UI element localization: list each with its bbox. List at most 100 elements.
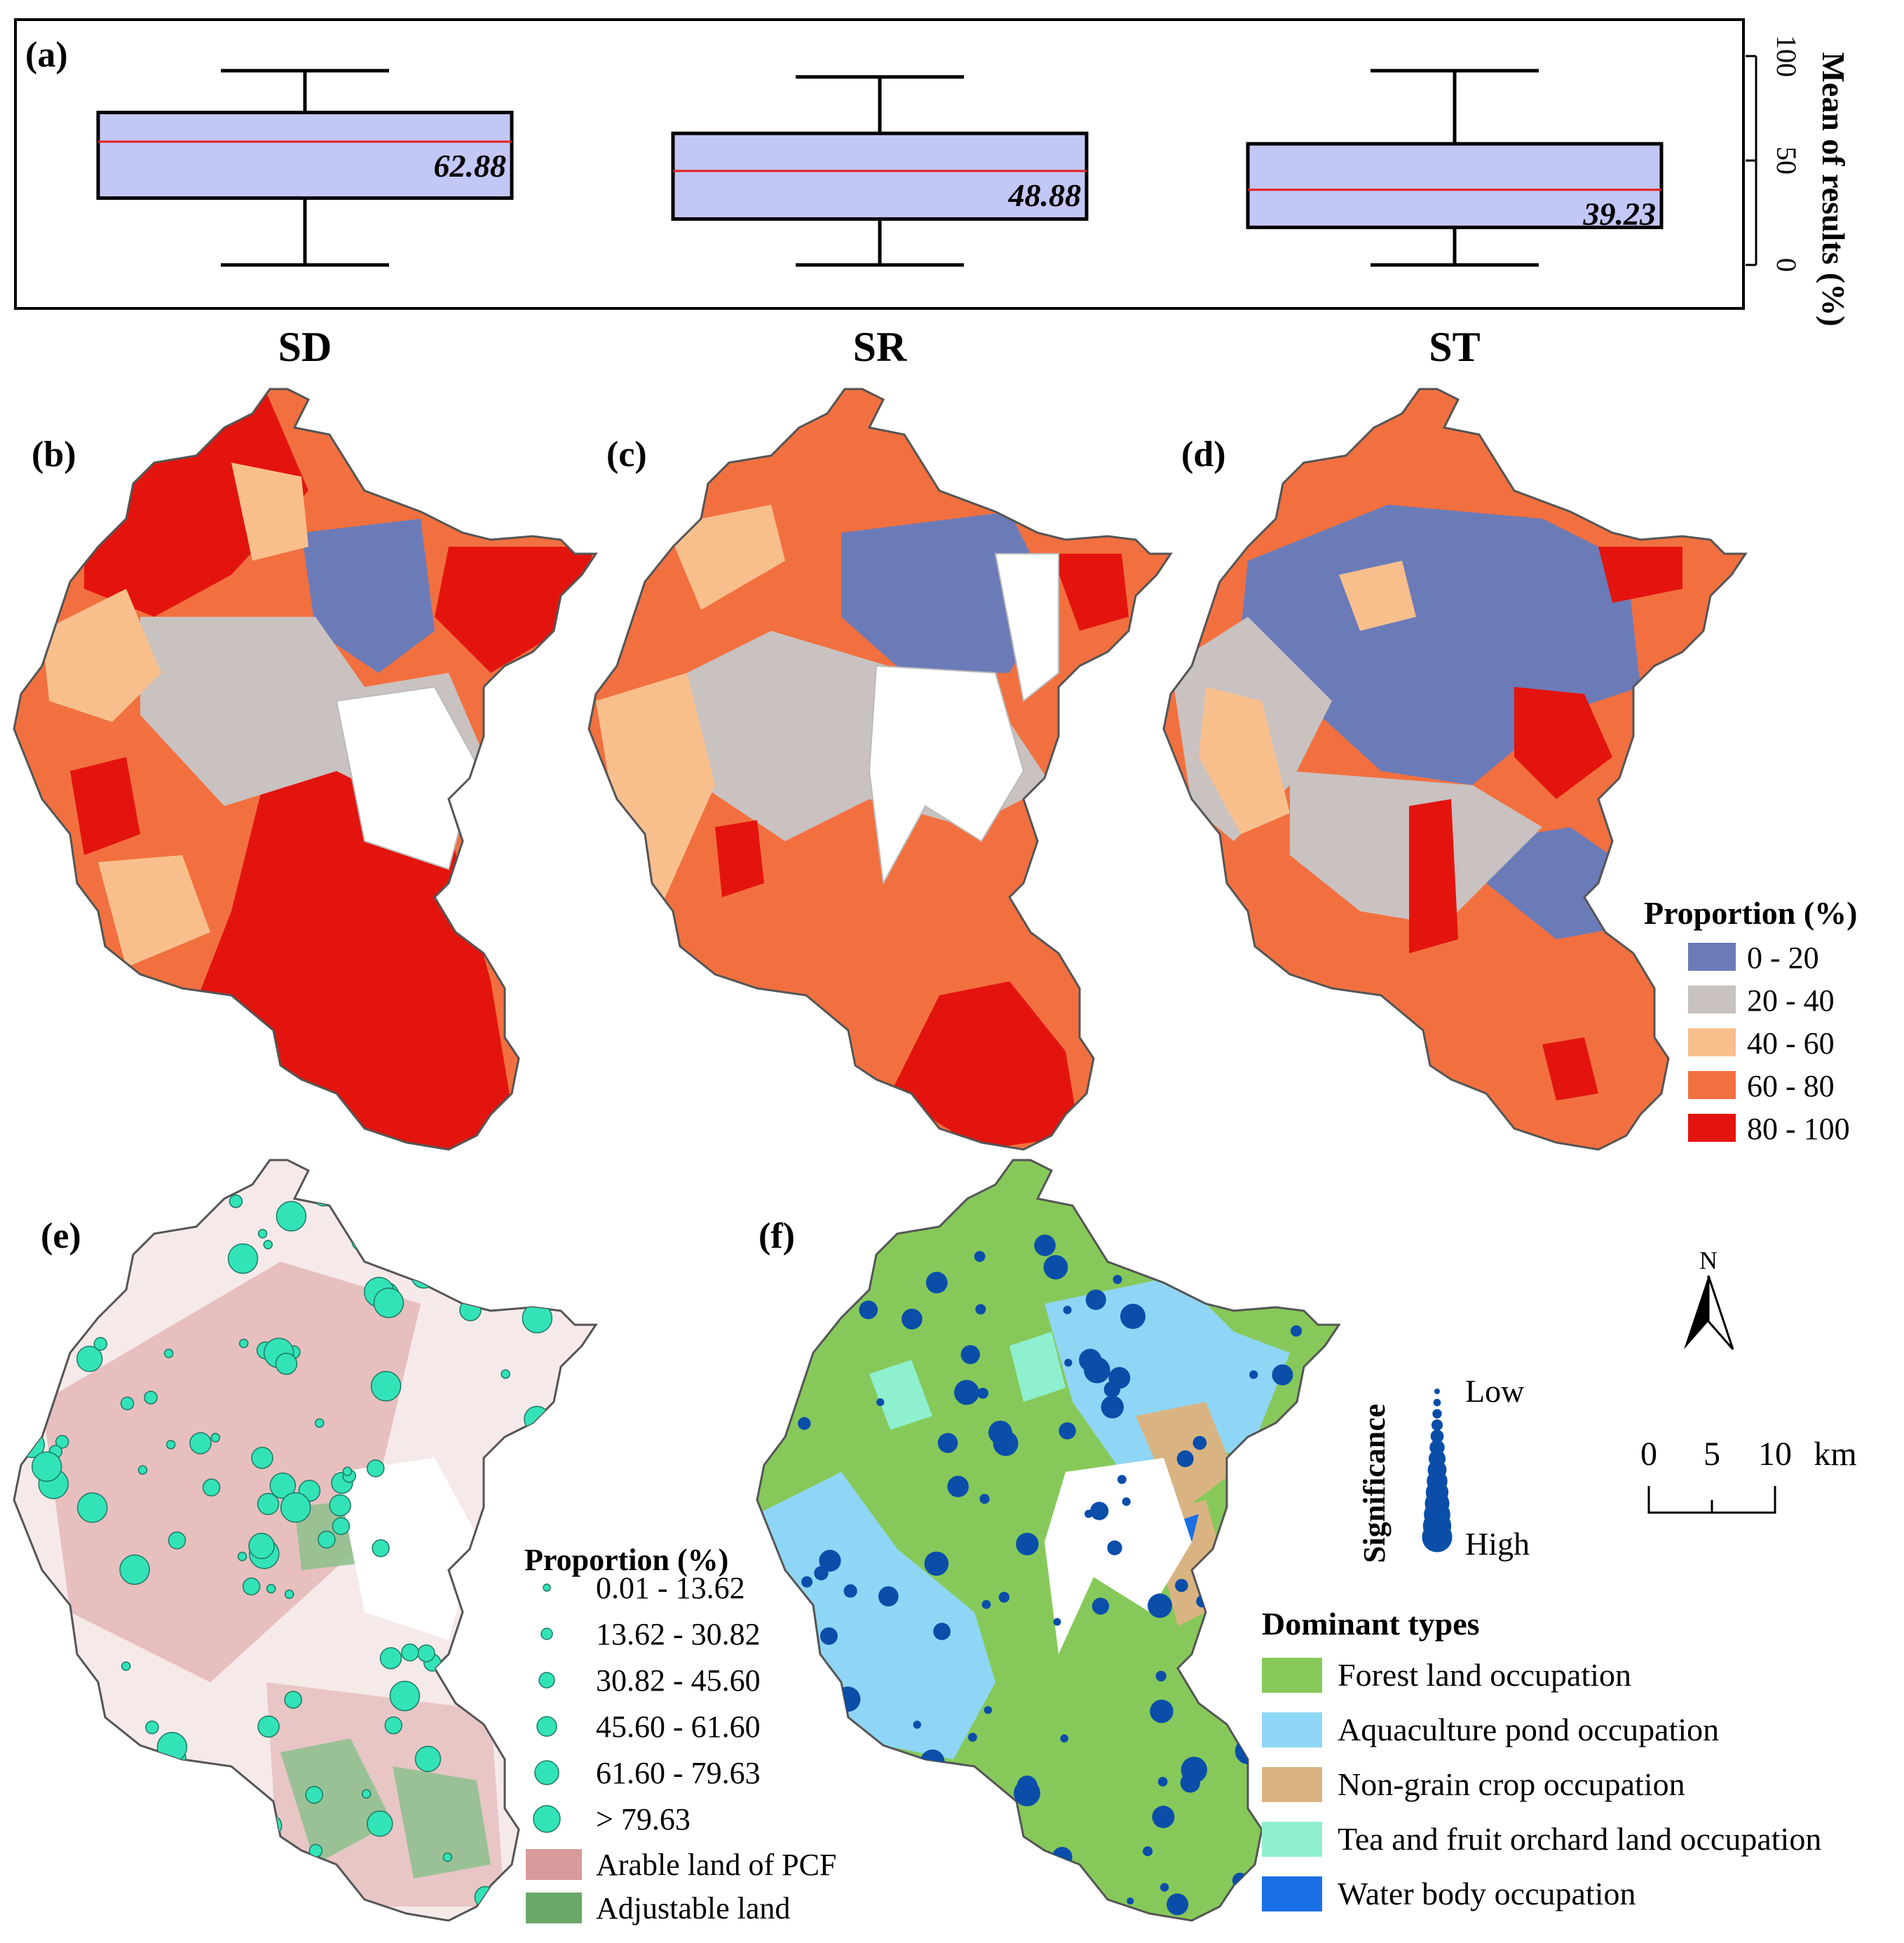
significance-point	[1154, 1168, 1176, 1191]
proportion-point	[56, 1178, 87, 1209]
proportion-point	[501, 1248, 515, 1262]
significance-point	[1108, 1367, 1131, 1389]
box-sd: 62.88	[96, 69, 514, 267]
proportion-point	[373, 1287, 404, 1318]
legend-swatch	[1688, 1071, 1736, 1099]
proportion-point	[384, 1716, 403, 1735]
proportion-point	[251, 1447, 273, 1469]
significance-point	[1089, 1897, 1099, 1907]
zone	[1339, 561, 1416, 631]
proportion-point	[32, 1612, 55, 1635]
significance-point	[1140, 1187, 1150, 1197]
zone	[841, 512, 1052, 673]
proportion-point	[342, 1466, 353, 1476]
legend-label: Water body occupation	[1338, 1876, 1636, 1911]
proportion-point	[93, 1337, 108, 1351]
proportion-point	[501, 1369, 510, 1379]
significance-point	[843, 1241, 855, 1253]
map-b: (b)	[13, 388, 597, 1151]
proportion-point	[47, 1715, 74, 1742]
scale-bar: 0 5 10 km	[1640, 1436, 1857, 1514]
proportion-point	[332, 1517, 351, 1535]
proportion-point	[351, 1232, 369, 1251]
significance-point	[1157, 1777, 1168, 1787]
proportion-point	[305, 1785, 323, 1804]
significance-point	[1225, 1203, 1239, 1217]
significance-point	[1113, 1274, 1122, 1284]
proportion-point	[242, 1577, 261, 1596]
zone	[70, 757, 140, 855]
significance-point	[1052, 1846, 1073, 1867]
proportion-point	[81, 1834, 104, 1857]
significance-point	[1117, 1475, 1127, 1485]
significance-point	[798, 1280, 813, 1295]
significance-point	[1079, 1349, 1102, 1372]
proportion-point	[389, 1680, 421, 1712]
significance-point	[924, 1551, 949, 1576]
significance-point	[902, 1308, 923, 1330]
significance-point	[809, 1707, 829, 1726]
proportion-point	[267, 1891, 278, 1901]
significance-high: High	[1465, 1526, 1530, 1562]
legend-label: 13.62 - 30.82	[596, 1617, 761, 1651]
significance-point	[1053, 1618, 1061, 1626]
dominant-types-legend: Dominant types Forest land occupation Aqu…	[1262, 1606, 1821, 1911]
proportion-point	[182, 1180, 210, 1207]
significance-point	[826, 1772, 836, 1782]
scale-label-0: 0	[1640, 1436, 1657, 1473]
significance-point	[969, 1902, 988, 1921]
significance-point	[820, 1627, 838, 1645]
proportion-point	[370, 1370, 402, 1402]
proportion-point	[144, 1823, 167, 1846]
scale-label-5: 5	[1704, 1436, 1720, 1473]
significance-point	[876, 1398, 885, 1407]
proportion-point	[361, 1789, 372, 1799]
legend-point	[534, 1760, 559, 1785]
legend-label: 60 - 80	[1747, 1069, 1835, 1103]
legend-label: 20 - 40	[1747, 983, 1835, 1018]
significance-point	[925, 1272, 948, 1294]
significance-point	[1291, 1325, 1303, 1337]
proportion-point	[272, 1909, 282, 1918]
significance-point	[1175, 1579, 1188, 1593]
legend-label: 30.82 - 45.60	[596, 1663, 761, 1698]
significance-point	[1181, 1757, 1208, 1783]
proportion-point	[189, 1432, 212, 1454]
proportion-point	[318, 1530, 336, 1549]
significance-point	[967, 1732, 977, 1742]
panel-label-f: (f)	[759, 1216, 795, 1256]
arable-swatch	[526, 1849, 582, 1880]
proportion-point	[121, 1661, 131, 1671]
significance-point	[882, 1815, 895, 1827]
significance-point	[855, 1884, 876, 1905]
significance-point	[1160, 1883, 1169, 1892]
significance-point	[767, 1709, 785, 1727]
scale-label-10: 10	[1758, 1436, 1792, 1473]
panel-label-a: (a)	[25, 35, 68, 75]
significance-point	[827, 1745, 843, 1761]
north-arrow: N	[1684, 1246, 1734, 1350]
significance-point	[1063, 1305, 1072, 1314]
mean-label: 62.88	[434, 148, 507, 184]
box-sr: 48.88	[671, 75, 1089, 267]
significance-point	[960, 1344, 980, 1365]
proportion-point	[248, 1532, 275, 1560]
significance-point	[1043, 1255, 1068, 1280]
significance-point	[837, 1217, 862, 1241]
proportion-point	[57, 1283, 89, 1314]
significance-point	[1064, 1358, 1073, 1367]
y-axis-label: Mean of results (%)	[1816, 52, 1851, 326]
significance-point	[913, 1720, 921, 1729]
proportion-point	[64, 1825, 75, 1836]
zone	[666, 505, 785, 610]
proportion-point	[512, 1808, 531, 1826]
north-arrow-right	[1707, 1275, 1734, 1350]
significance-point	[907, 1180, 934, 1206]
map-c: (c)	[587, 388, 1172, 1151]
legend-label: 80 - 100	[1747, 1112, 1850, 1146]
significance-point	[977, 1387, 988, 1399]
legend-label: Forest land occupation	[1338, 1657, 1631, 1693]
tea-orchard	[869, 1360, 932, 1430]
proportion-point	[115, 1208, 129, 1222]
